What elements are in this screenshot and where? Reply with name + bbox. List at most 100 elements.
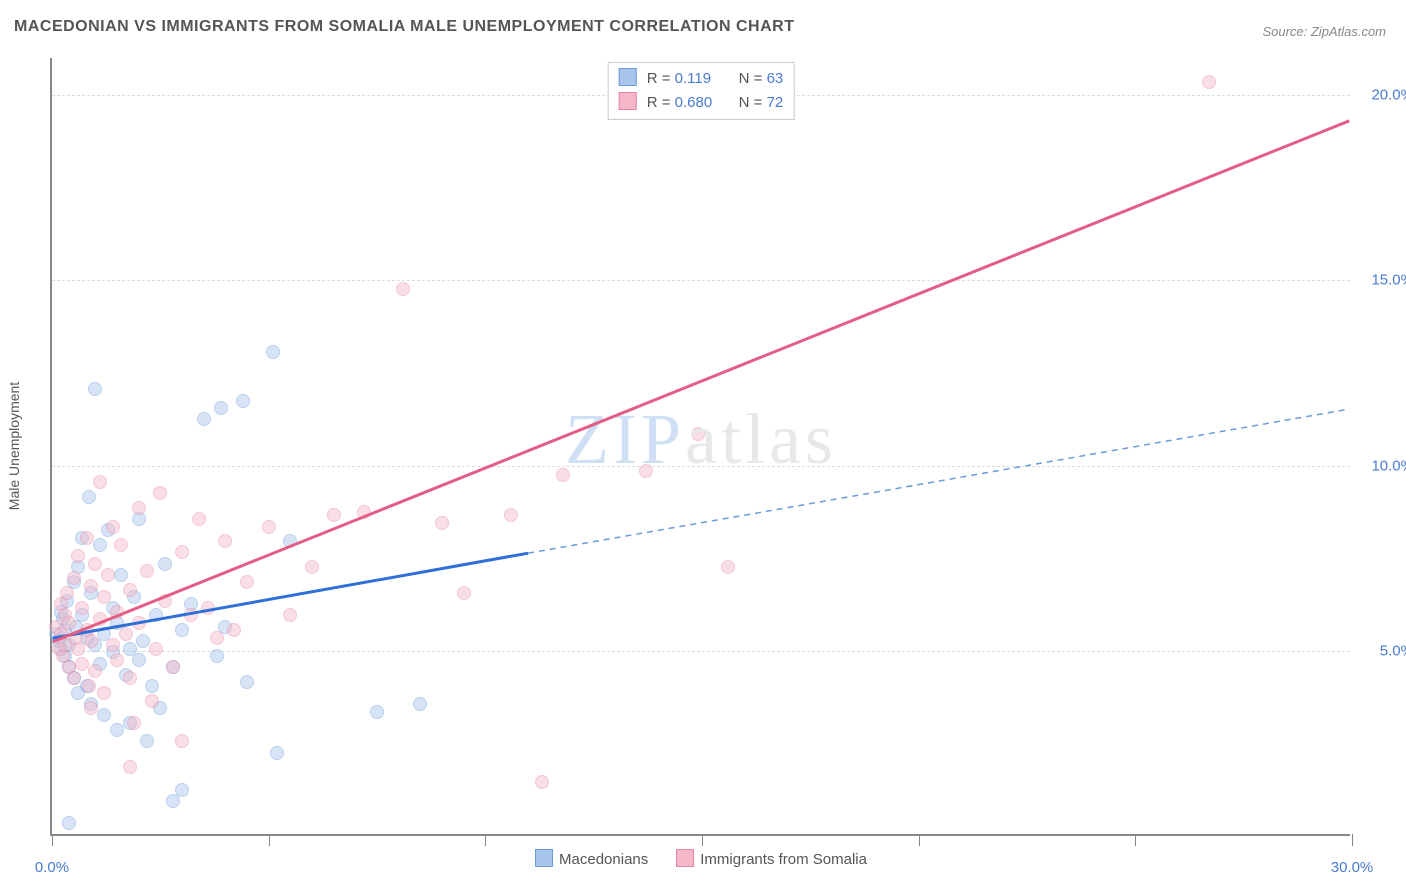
data-point (93, 538, 107, 552)
data-point (721, 560, 735, 574)
data-point (88, 557, 102, 571)
y-tick-label: 20.0% (1371, 87, 1406, 104)
y-tick-label: 5.0% (1380, 642, 1406, 659)
x-tick-label: 30.0% (1331, 859, 1374, 876)
data-point (270, 746, 284, 760)
data-point (145, 694, 159, 708)
y-tick-label: 10.0% (1371, 457, 1406, 474)
data-point (84, 634, 98, 648)
data-point (240, 575, 254, 589)
data-point (327, 508, 341, 522)
data-point (82, 490, 96, 504)
data-point (535, 775, 549, 789)
x-tick-label: 0.0% (35, 859, 69, 876)
data-point (82, 679, 96, 693)
data-point (218, 534, 232, 548)
chart-container: MACEDONIAN VS IMMIGRANTS FROM SOMALIA MA… (0, 0, 1406, 892)
data-point (370, 705, 384, 719)
data-point (1202, 75, 1216, 89)
data-point (184, 608, 198, 622)
x-tick (1352, 834, 1353, 846)
data-point (158, 557, 172, 571)
legend-item: Macedonians (535, 851, 648, 868)
data-point (93, 475, 107, 489)
data-point (149, 608, 163, 622)
legend-item: Immigrants from Somalia (676, 851, 867, 868)
data-point (71, 549, 85, 563)
gridline (52, 466, 1350, 467)
x-tick (919, 834, 920, 846)
data-point (210, 631, 224, 645)
chart-title: MACEDONIAN VS IMMIGRANTS FROM SOMALIA MA… (14, 18, 794, 36)
data-point (106, 520, 120, 534)
x-tick (52, 834, 53, 846)
data-point (110, 653, 124, 667)
data-point (145, 679, 159, 693)
source-attribution: Source: ZipAtlas.com (1262, 24, 1386, 39)
legend-swatch (535, 849, 553, 867)
data-point (97, 708, 111, 722)
data-point (67, 571, 81, 585)
data-point (262, 520, 276, 534)
data-point (123, 583, 137, 597)
data-point (556, 468, 570, 482)
legend-swatch (676, 849, 694, 867)
data-point (84, 579, 98, 593)
data-point (175, 734, 189, 748)
data-point (175, 545, 189, 559)
data-point (132, 616, 146, 630)
data-point (305, 560, 319, 574)
data-point (119, 627, 133, 641)
legend-stats: R = 0.119N = 63R = 0.680N = 72 (608, 62, 795, 120)
data-point (149, 642, 163, 656)
data-point (110, 723, 124, 737)
data-point (132, 501, 146, 515)
data-point (136, 634, 150, 648)
legend-stat-row: R = 0.680N = 72 (619, 91, 784, 115)
data-point (140, 734, 154, 748)
data-point (691, 427, 705, 441)
data-point (97, 590, 111, 604)
data-point (240, 675, 254, 689)
regression-lines (52, 58, 1350, 834)
legend-series: Macedonians Immigrants from Somalia (521, 849, 881, 868)
data-point (175, 623, 189, 637)
data-point (62, 616, 76, 630)
data-point (357, 505, 371, 519)
data-point (396, 282, 410, 296)
data-point (80, 531, 94, 545)
data-point (639, 464, 653, 478)
data-point (158, 594, 172, 608)
data-point (214, 401, 228, 415)
data-point (106, 638, 120, 652)
data-point (266, 345, 280, 359)
y-axis-label: Male Unemployment (6, 318, 22, 446)
data-point (123, 760, 137, 774)
data-point (114, 568, 128, 582)
data-point (88, 664, 102, 678)
gridline (52, 651, 1350, 652)
data-point (283, 534, 297, 548)
data-point (236, 394, 250, 408)
data-point (413, 697, 427, 711)
data-point (140, 564, 154, 578)
data-point (101, 568, 115, 582)
data-point (110, 605, 124, 619)
data-point (197, 412, 211, 426)
data-point (114, 538, 128, 552)
data-point (166, 660, 180, 674)
data-point (192, 512, 206, 526)
data-point (457, 586, 471, 600)
data-point (97, 686, 111, 700)
y-tick-label: 15.0% (1371, 272, 1406, 289)
legend-swatch (619, 92, 637, 110)
data-point (227, 623, 241, 637)
data-point (75, 657, 89, 671)
data-point (62, 816, 76, 830)
data-point (88, 382, 102, 396)
data-point (435, 516, 449, 530)
data-point (84, 701, 98, 715)
gridline (52, 280, 1350, 281)
data-point (93, 612, 107, 626)
legend-stat-row: R = 0.119N = 63 (619, 67, 784, 91)
